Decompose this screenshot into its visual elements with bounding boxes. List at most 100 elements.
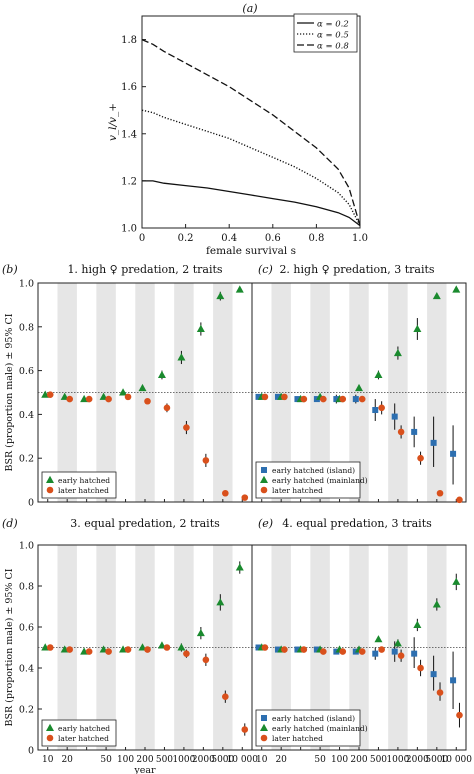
data-point-d [124, 646, 132, 653]
data-point-c [339, 395, 347, 403]
legend-box-b [41, 471, 117, 499]
data-point-c [391, 413, 398, 420]
x-tick-label-e: 50 [314, 755, 326, 765]
data-point-e [281, 646, 288, 653]
data-point-c [261, 393, 269, 401]
data-point-c [300, 395, 308, 403]
plot-frame-a [141, 15, 361, 229]
x-tick-label-e: 100 [331, 755, 348, 765]
legend-box-e [255, 709, 361, 747]
data-point-b [144, 397, 151, 405]
data-point-b [157, 370, 166, 378]
data-point-b [119, 388, 128, 396]
data-point-c [397, 428, 405, 436]
y-tick-label-b: 0 [28, 498, 34, 509]
data-point-e [313, 646, 320, 653]
y-tick-label-b: 0.2 [19, 454, 34, 465]
legend-box-a [293, 13, 358, 53]
y-tick-label-d: 0.4 [19, 664, 34, 675]
data-point-e [294, 646, 301, 653]
y-tick-label-b: 0.6 [19, 366, 34, 377]
data-point-c [430, 439, 437, 446]
series-line-a-2 [141, 39, 361, 226]
data-point-c [274, 393, 281, 400]
data-point-b [196, 324, 205, 332]
data-point-c [413, 324, 422, 332]
data-point-d [144, 646, 151, 653]
legend-marker-b [46, 475, 54, 483]
legend-entry-c: early hatched (island) [272, 466, 355, 475]
data-point-c [456, 496, 463, 504]
legend-marker-e [260, 734, 268, 742]
x-tick-label-a: 0.8 [308, 233, 324, 244]
data-point-d [202, 656, 210, 664]
data-point-b [235, 285, 244, 293]
band-b [135, 283, 155, 502]
series-line-a-1 [141, 109, 361, 226]
y-tick-label-b: 0.8 [19, 322, 34, 333]
data-point-c [432, 291, 441, 300]
x-tick-label-e: 200 [350, 755, 367, 765]
data-point-d [177, 643, 186, 651]
data-point-e [393, 639, 402, 647]
data-point-c [319, 395, 327, 403]
band-d [174, 545, 194, 750]
x-axis-label-d: year [133, 765, 156, 774]
panel-c: (c) 2. high ♀ predation, 3 traits early ha… [251, 263, 467, 504]
panel-title-e: 4. equal predation, 3 traits [282, 517, 432, 530]
data-point-e [456, 711, 463, 719]
x-tick-label-a: 0.2 [178, 233, 194, 244]
legend-entry-e: early hatched (mainland) [272, 724, 368, 733]
data-point-e [339, 648, 347, 655]
data-point-b [85, 395, 93, 403]
legend-entry-c: later hatched [272, 486, 323, 495]
band-c [427, 283, 447, 502]
data-point-e [374, 635, 383, 643]
panel-label-c: (c) [258, 263, 273, 276]
x-tick-label-e: 2000 [406, 755, 429, 765]
legend-e: early hatched (island)early hatched (mai… [255, 709, 368, 747]
data-point-e [413, 620, 422, 628]
legend-c: early hatched (island)early hatched (mai… [255, 461, 368, 499]
legend-box-d [41, 719, 117, 747]
y-tick-label-d: 0.6 [19, 623, 34, 634]
y-tick-label-d: 1.0 [19, 541, 34, 552]
data-point-b [138, 383, 147, 392]
data-point-c [374, 370, 383, 378]
panel-label-e: (e) [258, 517, 273, 530]
y-tick-label-a: 1.0 [121, 224, 137, 235]
data-point-c [378, 404, 385, 412]
band-c [388, 283, 408, 502]
legend-entry-a-2: α = 0.8 [317, 42, 349, 52]
data-point-c [452, 285, 461, 293]
x-tick-label-e: 1000 [386, 755, 409, 765]
data-point-b [163, 404, 171, 412]
legend-entry-c: early hatched (mainland) [272, 476, 368, 485]
data-point-e [378, 646, 385, 653]
panel-label-d: (d) [2, 517, 18, 530]
y-axis-label-d: BSR (proportion male) ± 95% CI [4, 568, 15, 726]
legend-a: α = 0.2α = 0.5α = 0.8 [293, 13, 358, 53]
y-tick-label-d: 0.2 [19, 705, 34, 716]
y-tick-label-a: 1.8 [121, 35, 137, 46]
x-tick-label-d: 10 000 [227, 755, 259, 765]
data-point-b [183, 424, 190, 431]
band-d [96, 545, 116, 750]
legend-entry-b: early hatched [58, 476, 110, 485]
data-point-e [417, 664, 424, 672]
band-b [96, 283, 116, 502]
data-point-d [163, 644, 171, 651]
data-point-e [432, 600, 441, 608]
data-point-d [85, 648, 93, 655]
y-tick-label-a: 1.4 [121, 129, 137, 140]
panel-label-a: (a) [242, 2, 257, 15]
y-tick-label-d: 0 [28, 746, 34, 757]
data-point-b [105, 395, 112, 403]
band-b [213, 283, 233, 502]
panel-title-c: 2. high ♀ predation, 3 traits [279, 263, 434, 276]
data-point-e [397, 652, 405, 659]
x-tick-label-d: 2000 [192, 755, 215, 765]
panel-title-d: 3. equal predation, 2 traits [70, 517, 220, 530]
